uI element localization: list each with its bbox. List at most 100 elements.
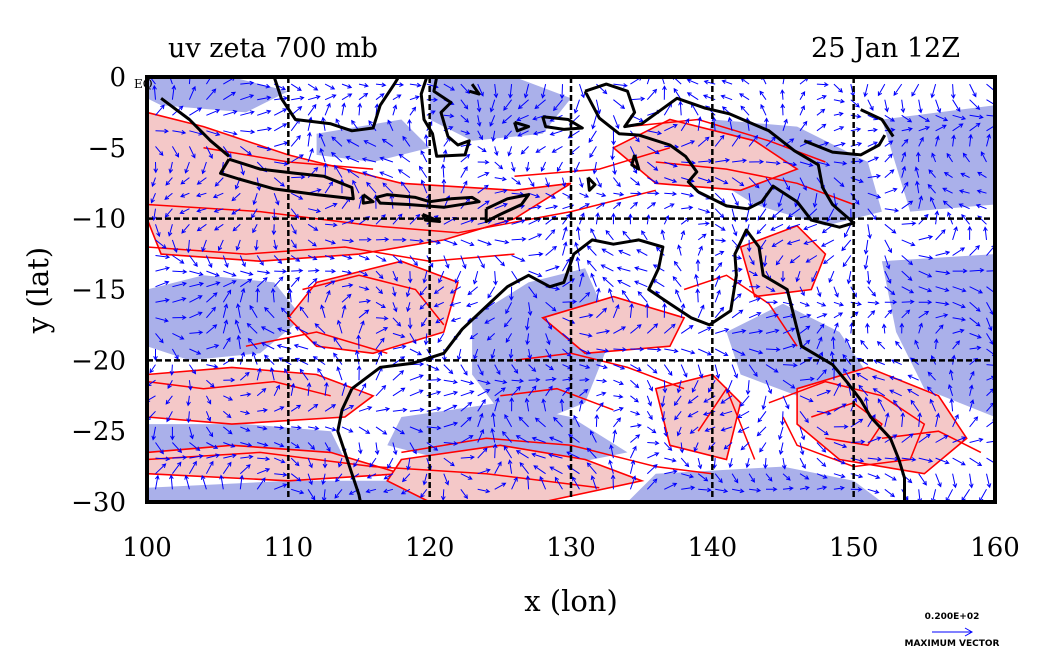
wind-vector-777 xyxy=(612,304,620,318)
wind-vector-805 xyxy=(234,319,241,334)
wind-vector-1181 xyxy=(679,442,685,454)
wind-vector-821 xyxy=(505,333,513,344)
wind-vector-1078 xyxy=(630,410,641,416)
wind-vector-1109 xyxy=(308,425,320,431)
wind-vector-56 xyxy=(257,95,272,101)
wind-vector-699 xyxy=(986,286,995,296)
wind-vector-1029 xyxy=(646,395,652,407)
wind-vector-633 xyxy=(714,261,723,272)
wind-vector-25 xyxy=(579,83,586,99)
wind-vector-1308 xyxy=(291,488,305,495)
wind-vector-82 xyxy=(686,92,699,101)
wind-vector-996 xyxy=(927,371,936,381)
wind-vector-1104 xyxy=(222,426,233,435)
wind-vector-247 xyxy=(951,134,956,147)
wind-vector-980 xyxy=(662,380,668,394)
wind-vector-1260 xyxy=(321,473,326,486)
wind-vector-803 xyxy=(206,324,218,334)
wind-vector-447 xyxy=(942,200,953,210)
wind-vector-1228 xyxy=(629,445,637,459)
wind-vector-811 xyxy=(336,319,343,334)
wind-vector-801 xyxy=(172,332,185,340)
wind-vector-1172 xyxy=(515,435,529,443)
wind-vector-1163 xyxy=(374,442,380,456)
wind-vector-184 xyxy=(727,116,733,131)
wind-vector-79 xyxy=(646,88,658,101)
wind-vector-550 xyxy=(155,254,171,260)
wind-vector-928 xyxy=(630,364,642,372)
wind-vector-250 xyxy=(153,161,159,174)
wind-vector-27 xyxy=(613,83,628,88)
wind-vector-165 xyxy=(407,118,412,131)
wind-vector-535 xyxy=(746,239,752,253)
wind-vector-795 xyxy=(918,310,930,319)
wind-vector-1072 xyxy=(524,397,530,412)
wind-vector-656 xyxy=(256,277,268,288)
wind-vector-556 xyxy=(256,255,264,266)
wind-vector-438 xyxy=(787,208,801,218)
wind-vector-766 xyxy=(421,317,428,327)
wind-vector-1031 xyxy=(673,395,682,407)
wind-vector-626 xyxy=(586,259,597,272)
wind-vector-269 xyxy=(477,159,490,165)
wind-vector-919 xyxy=(477,364,484,376)
wind-vector-1227 xyxy=(609,444,614,459)
wind-vector-432 xyxy=(698,208,711,214)
positive-region-8 xyxy=(796,366,968,475)
wind-vector-1039 xyxy=(816,389,832,397)
wind-vector-1240 xyxy=(833,457,846,465)
wind-vector-504 xyxy=(217,239,224,252)
wind-vector-1164 xyxy=(392,442,398,456)
wind-vector-872 xyxy=(527,348,533,360)
wind-vector-978 xyxy=(630,379,640,389)
wind-vector-294 xyxy=(901,151,907,163)
wind-vector-207 xyxy=(274,141,289,147)
wind-vector-989 xyxy=(816,369,827,381)
wind-vector-1014 xyxy=(392,387,406,397)
wind-vector-770 xyxy=(484,317,495,324)
wind-vector-852 xyxy=(189,348,202,355)
wind-vector-690 xyxy=(833,286,839,298)
wind-vector-602 xyxy=(189,270,204,277)
wind-vector-190 xyxy=(833,126,845,132)
wind-vector-917 xyxy=(443,364,454,375)
wind-vector-75 xyxy=(573,99,580,114)
wind-vector-835 xyxy=(749,329,764,334)
wind-vector-564 xyxy=(392,255,403,264)
wind-vector-601 xyxy=(172,269,188,275)
wind-vector-625 xyxy=(575,256,581,272)
wind-vector-843 xyxy=(881,323,887,334)
wind-vector-880 xyxy=(664,348,679,354)
wind-vector-665 xyxy=(405,286,411,298)
wind-vector-738 xyxy=(799,301,810,307)
wind-vector-1329 xyxy=(646,478,658,490)
wind-vector-197 xyxy=(952,123,964,132)
wind-vector-984 xyxy=(726,380,733,394)
wind-vector-1204 xyxy=(223,453,237,459)
wind-vector-1307 xyxy=(274,483,288,490)
x-tick-100: 100 xyxy=(122,533,172,563)
wind-vector-887 xyxy=(782,343,797,350)
wind-vector-1253 xyxy=(205,460,214,474)
y-tick-6: −30 xyxy=(71,488,126,518)
wind-vector-1140 xyxy=(833,424,849,430)
wind-vector-289 xyxy=(816,161,831,167)
wind-vector-1071 xyxy=(509,397,515,412)
y-tick-labels: 0 −5 −10 −15 −20 −25 −30 xyxy=(71,63,126,518)
positive-region-1 xyxy=(147,366,375,425)
wind-vector-639 xyxy=(811,270,818,283)
wind-vector-1256 xyxy=(257,468,271,475)
wind-vector-856 xyxy=(247,337,258,350)
wind-vector-592 xyxy=(863,255,869,270)
wind-vector-1159 xyxy=(307,442,316,450)
wind-vector-110 xyxy=(324,102,331,116)
wind-vector-743 xyxy=(884,299,898,305)
wind-vector-322 xyxy=(528,177,535,188)
wind-vector-235 xyxy=(748,134,759,147)
wind-vector-767 xyxy=(435,317,445,324)
wind-vector-369 xyxy=(477,184,489,194)
wind-vector-1324 xyxy=(554,476,563,490)
wind-vector-1079 xyxy=(646,411,653,421)
wind-vector-40 xyxy=(833,83,843,93)
wind-vector-1042 xyxy=(858,384,869,397)
